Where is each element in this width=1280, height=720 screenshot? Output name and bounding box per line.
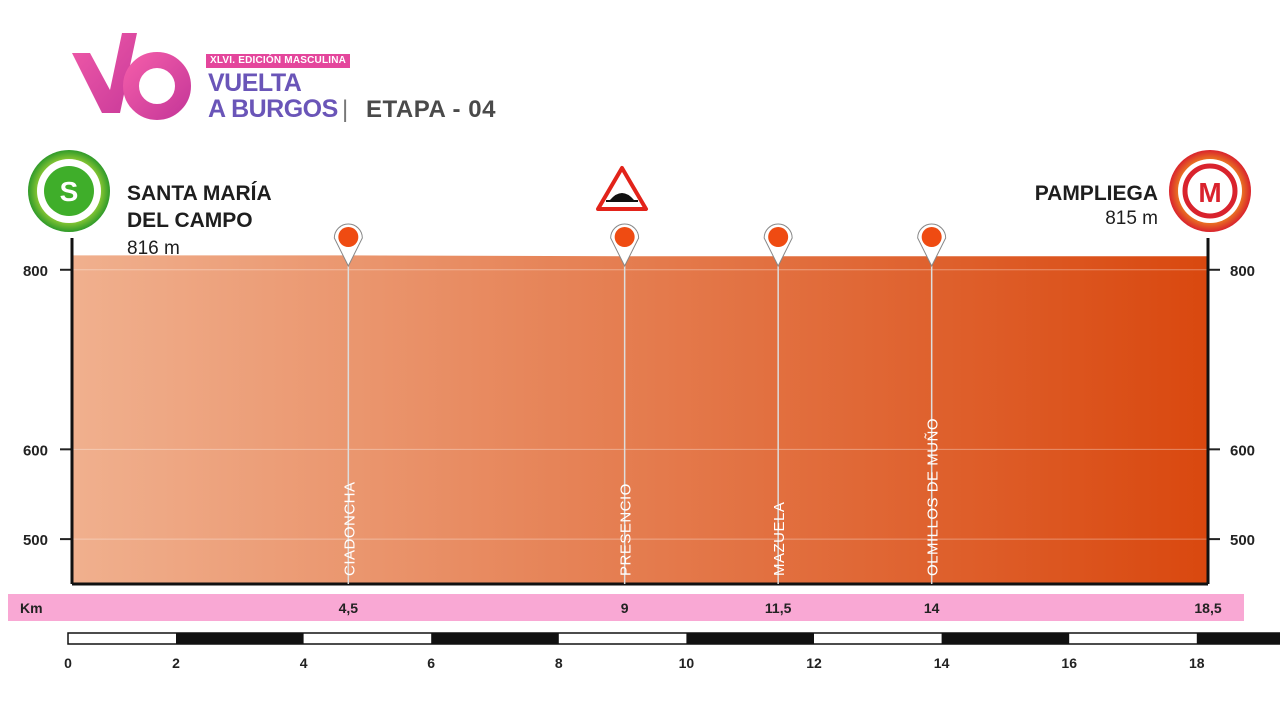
start-name-line1: SANTA MARÍA: [127, 182, 272, 205]
speed-bump-warning-icon: [596, 166, 648, 211]
scale-bar-segment: [941, 633, 1070, 644]
scale-bar-frame: [67, 632, 1280, 645]
scale-bar-segment: [1196, 633, 1280, 644]
y-tick-label-left: 800: [23, 263, 48, 280]
km-strip-value: 4,5: [339, 600, 359, 616]
scale-tick-label: 18: [1189, 655, 1205, 671]
y-tick-label-left: 600: [23, 442, 48, 459]
edition-badge: XLVI. EDICIÓN MASCULINA: [206, 54, 351, 68]
scale-tick-label: 16: [1061, 655, 1077, 671]
y-tick-label-right: 600: [1230, 442, 1255, 459]
scale-tick-label: 12: [806, 655, 822, 671]
km-strip: [8, 594, 1244, 621]
start-name-line2: DEL CAMPO: [127, 209, 253, 232]
finish-name: PAMPLIEGA: [1034, 182, 1158, 205]
finish-badge-icon: M: [1169, 150, 1251, 232]
km-strip-value: 9: [621, 600, 629, 616]
town-name-label: OLMILLOS DE MUÑO: [925, 418, 942, 576]
map-pin-dot: [614, 227, 635, 247]
start-altitude: 816 m: [127, 238, 180, 259]
profile-area: [72, 255, 1208, 584]
finish-altitude: 815 m: [1105, 208, 1158, 229]
scale-tick-label: 4: [300, 655, 308, 671]
town-name-label: CIADONCHA: [341, 481, 358, 576]
scale-tick-label: 8: [555, 655, 563, 671]
vb-logo-icon: [72, 33, 191, 120]
km-strip-value: 11,5: [765, 600, 792, 616]
km-strip-label: Km: [20, 600, 43, 616]
scale-bar-segment: [176, 633, 304, 644]
brand-name-line2: A BURGOS: [208, 95, 338, 123]
map-pin-dot: [768, 227, 789, 247]
scale-tick-label: 10: [679, 655, 695, 671]
finish-badge-letter: M: [1198, 177, 1221, 208]
start-badge-letter: S: [60, 176, 79, 207]
y-tick-label-right: 500: [1230, 532, 1255, 549]
scale-bar-segment: [431, 633, 559, 644]
start-badge-icon: S: [28, 150, 110, 232]
title-separator: |: [342, 96, 349, 123]
y-tick-label-left: 500: [23, 532, 48, 549]
scale-tick-label: 14: [934, 655, 950, 671]
scale-tick-label: 6: [427, 655, 435, 671]
scale-tick-label: 0: [64, 655, 72, 671]
town-name-label: PRESENCIO: [618, 483, 635, 576]
km-strip-value: 18,5: [1194, 600, 1221, 616]
km-strip-value: 14: [924, 600, 940, 616]
y-tick-label-right: 800: [1230, 263, 1255, 280]
map-pin-dot: [338, 227, 359, 247]
brand-name-line1: VUELTA: [208, 69, 302, 97]
scale-bar-segment: [686, 633, 814, 644]
map-pin-dot: [921, 227, 942, 247]
town-name-label: MAZUELA: [771, 502, 788, 576]
stage-title: ETAPA - 04: [366, 96, 496, 123]
scale-tick-label: 2: [172, 655, 180, 671]
